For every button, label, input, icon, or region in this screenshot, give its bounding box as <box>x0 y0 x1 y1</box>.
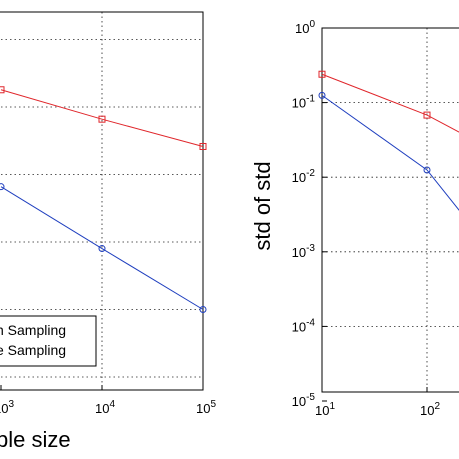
left-legend-entry: e Sampling <box>0 342 66 358</box>
right-x-tick-label: 102 <box>420 401 440 418</box>
right-series-marker <box>318 91 326 99</box>
left-series-marker <box>199 142 207 150</box>
right-series-line <box>321 94 459 211</box>
right-y-tick-label: 10-1 <box>292 94 316 111</box>
left-legend: n Sampling e Sampling <box>0 315 97 367</box>
right-y-tick-label: 10-2 <box>292 168 316 185</box>
right-y-axis-title: std of std <box>250 161 275 250</box>
right-series-marker <box>318 70 326 78</box>
left-series-marker <box>98 115 106 123</box>
left-series-marker <box>0 183 5 191</box>
left-x-tick-label: 103 <box>0 399 14 416</box>
right-x-tick-label: 101 <box>315 401 335 418</box>
right-y-tick-label: 10-5 <box>292 392 316 409</box>
left-plot: 103 104 105 n Sampling e Sampling <box>0 11 216 416</box>
left-plot-frame <box>0 11 204 391</box>
left-series-line <box>0 186 204 310</box>
right-y-tick-label: 10-4 <box>292 317 316 334</box>
right-y-tick-label: 100 <box>295 19 315 36</box>
left-x-tick-label: 104 <box>95 399 115 416</box>
left-legend-box <box>0 315 97 367</box>
left-x-tick-label: 105 <box>196 399 216 416</box>
left-series-marker <box>0 86 5 94</box>
left-legend-entry: n Sampling <box>0 322 66 338</box>
right-series-line <box>321 73 459 133</box>
right-series-marker <box>423 166 431 174</box>
left-x-axis-title: ple size <box>0 427 71 452</box>
right-series-marker <box>423 111 431 119</box>
right-y-tick-label: 10-3 <box>292 243 316 260</box>
left-series-marker <box>98 245 106 253</box>
left-series-marker <box>199 306 207 313</box>
left-series-line <box>0 89 204 147</box>
right-plot-frame <box>321 27 459 393</box>
